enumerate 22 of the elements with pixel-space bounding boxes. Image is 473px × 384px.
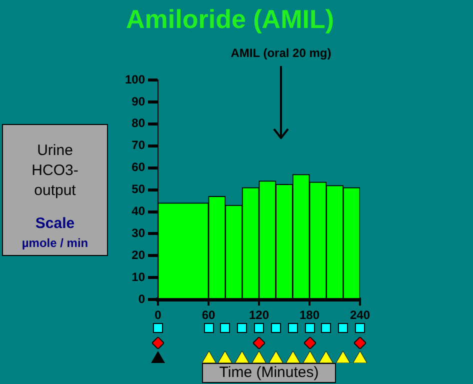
y-tick-label: 20 <box>132 248 146 262</box>
y-tick-label: 10 <box>132 270 146 284</box>
y-tick-label: 100 <box>124 72 146 86</box>
y-tick-label: 90 <box>132 94 146 108</box>
text: Scale <box>34 215 76 232</box>
text: AMIL (oral 20 mg) <box>230 46 332 60</box>
x-tick-label: 0 <box>154 308 162 322</box>
y-tick-label: 70 <box>132 138 146 152</box>
x-tick-label: 240 <box>350 308 370 322</box>
y-tick-label: 60 <box>132 160 146 174</box>
text: µmole / min <box>20 236 90 250</box>
x-tick-label: 180 <box>299 308 320 322</box>
x-tick-label: 60 <box>202 308 216 322</box>
y-tick-label: 50 <box>132 182 146 196</box>
y-tick-label: 40 <box>132 204 146 218</box>
y-tick-label: 0 <box>138 292 146 306</box>
x-tick-label: 120 <box>248 308 270 322</box>
x-axis-title: Time (Minutes) <box>202 363 336 383</box>
chart-title: Amiloride (AMIL) <box>125 4 335 35</box>
y-axis-title: Urine HCO3-output <box>30 141 80 201</box>
y-tick-label: 30 <box>132 226 146 240</box>
y-tick-label: 80 <box>132 116 146 130</box>
